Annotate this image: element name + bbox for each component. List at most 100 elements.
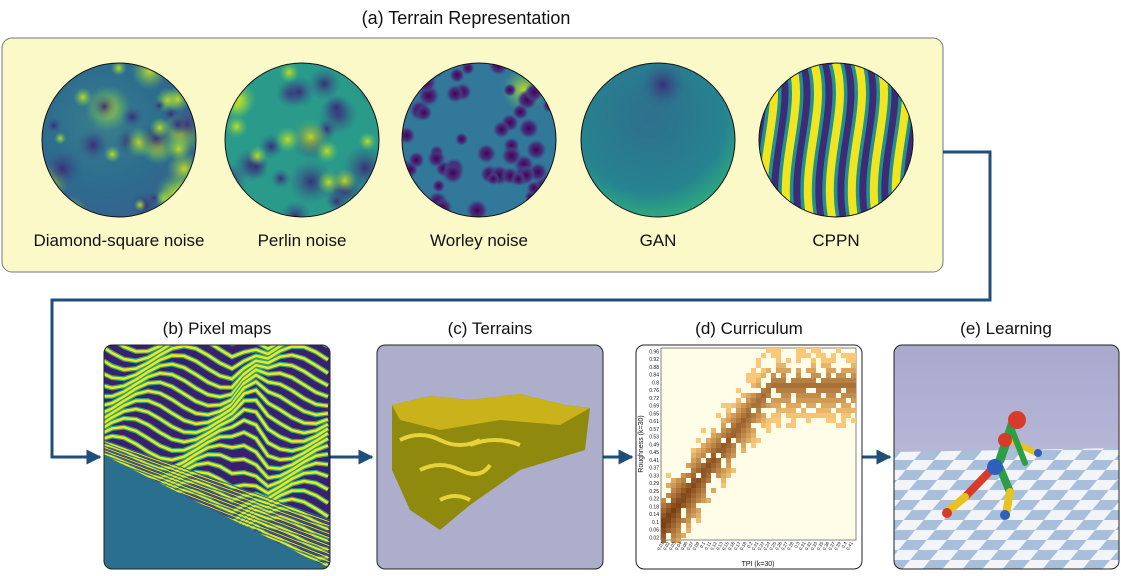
heat-cell (776, 368, 781, 373)
heat-cell (826, 373, 831, 378)
heat-cell (836, 383, 841, 388)
heat-cell (766, 388, 771, 393)
heat-cell (741, 423, 746, 428)
heat-cell (756, 363, 761, 368)
heat-cell (836, 398, 841, 403)
x-tick-label: 0.11 (704, 541, 713, 551)
method-label: CPPN (812, 231, 859, 250)
dot (501, 145, 522, 166)
heat-cell (826, 418, 831, 423)
heat-cell (796, 403, 801, 408)
y-tick-label: 0.45 (649, 450, 659, 456)
wave (104, 443, 329, 471)
heat-cell (681, 503, 686, 508)
blob (54, 132, 67, 145)
heat-cell (826, 368, 831, 373)
wave (104, 398, 329, 435)
heat-cell (756, 438, 761, 443)
heat-cell (751, 383, 756, 388)
heat-cell (791, 413, 796, 418)
heat-cell (801, 393, 806, 398)
heat-cell (841, 398, 846, 403)
heat-cell (786, 413, 791, 418)
heat-cell (671, 478, 676, 483)
heat-cell (696, 483, 701, 488)
heat-cell (671, 503, 676, 508)
heat-cell (751, 368, 756, 373)
heat-cell (806, 378, 811, 383)
x-tick-label: 0.3 (793, 541, 801, 549)
heat-cell (796, 413, 801, 418)
heat-cell (696, 498, 701, 503)
blob (131, 63, 168, 90)
heat-cell (661, 513, 666, 518)
blob (103, 145, 121, 163)
wave (104, 388, 329, 426)
heat-cell (776, 353, 781, 358)
panel-title: (b) Pixel maps (163, 319, 272, 338)
heat-cell (726, 468, 731, 473)
heat-cell (746, 438, 751, 443)
heat-cell (726, 473, 731, 478)
heat-cell (691, 483, 696, 488)
blob (73, 87, 93, 108)
heat-cell (681, 498, 686, 503)
heat-cell (851, 418, 856, 423)
y-tick-label: 0.22 (649, 497, 659, 503)
dot (427, 149, 446, 168)
fan-line (104, 450, 330, 535)
heat-cell (676, 518, 681, 523)
heat-cell (721, 428, 726, 433)
dot (445, 84, 465, 104)
heat-cell (756, 408, 761, 413)
heat-cell (711, 433, 716, 438)
heat-cell (696, 438, 701, 443)
heat-cell (831, 368, 836, 373)
heat-cell (691, 453, 696, 458)
heat-cell (801, 353, 806, 358)
fan-line (104, 451, 330, 537)
heat-cell (701, 478, 706, 483)
y-tick-label: 0.06 (649, 528, 659, 534)
heat-cell (831, 358, 836, 363)
heat-cell (826, 383, 831, 388)
heat-cell (751, 403, 756, 408)
heat-cell (701, 488, 706, 493)
heat-cell (786, 358, 791, 363)
heat-cell (796, 388, 801, 393)
heat-cell (691, 458, 696, 463)
heat-cell (821, 398, 826, 403)
heat-cell (676, 493, 681, 498)
y-tick-label: 0.69 (649, 404, 659, 410)
y-tick-label: 0.37 (649, 466, 659, 472)
heat-cell (776, 378, 781, 383)
heat-cell (826, 358, 831, 363)
heat-cell (671, 513, 676, 518)
heat-cell (721, 448, 726, 453)
heat-cell (831, 388, 836, 393)
heat-cell (766, 428, 771, 433)
heat-cell (756, 373, 761, 378)
heat-cell (756, 383, 761, 388)
heat-cell (846, 358, 851, 363)
heat-cell (806, 383, 811, 388)
heat-cell (851, 398, 856, 403)
heat-cell (746, 378, 751, 383)
connector (50, 150, 992, 465)
fan-line (104, 447, 330, 531)
heat-cell (746, 418, 751, 423)
heat-cell (706, 438, 711, 443)
x-tick-label: 0.02 (662, 541, 671, 552)
heat-cell (661, 538, 666, 543)
heat-cell (681, 473, 686, 478)
heat-cell (731, 418, 736, 423)
heat-cell (741, 418, 746, 423)
sample-outline (580, 62, 736, 218)
heat-cell (771, 403, 776, 408)
heat-cell (826, 408, 831, 413)
fan-line (104, 442, 330, 525)
method-label: Perlin noise (258, 231, 347, 250)
heat-cell (811, 363, 816, 368)
heat-cell (726, 463, 731, 468)
heat-cell (786, 388, 791, 393)
